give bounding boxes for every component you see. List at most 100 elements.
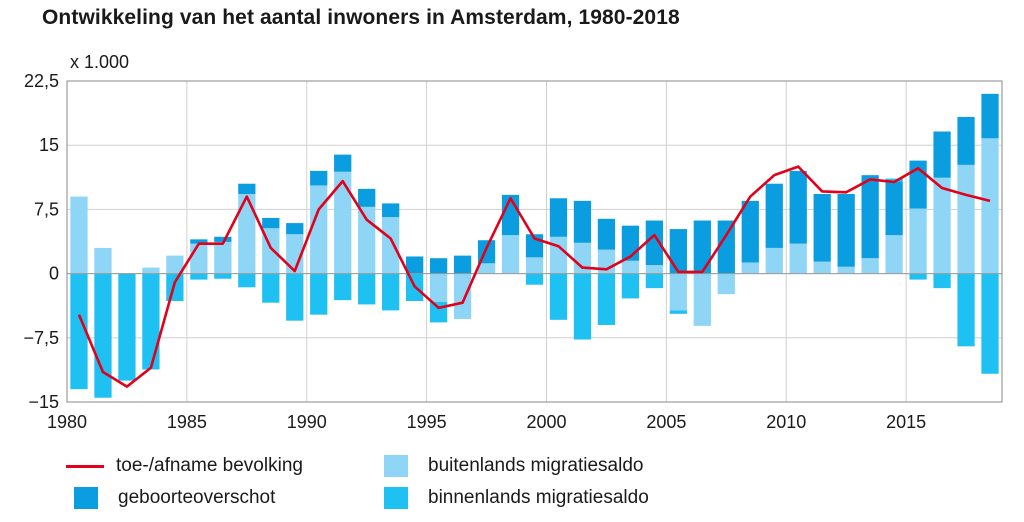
bar-binnenlands-migratiesaldo-2002 xyxy=(597,273,616,325)
bar-binnenlands-migratiesaldo-1986 xyxy=(214,273,232,279)
bar-geboorteoverschot-2007 xyxy=(717,220,735,274)
bar-geboorteoverschot-2008 xyxy=(741,200,759,263)
bar-geboorteoverschot-2012 xyxy=(837,193,855,267)
bar-binnenlands-migratiesaldo-2001 xyxy=(573,273,592,340)
legend-swatch-line xyxy=(66,464,104,468)
bar-binnenlands-migratiesaldo-1983 xyxy=(142,273,160,370)
x-tick-label: 2010 xyxy=(766,412,806,432)
bar-buitenlands-migratiesaldo-2014 xyxy=(885,235,903,274)
legend-swatch-buitenlands xyxy=(384,455,408,477)
x-tick-label: 1980 xyxy=(47,412,87,432)
bar-buitenlands-migratiesaldo-1991 xyxy=(334,171,352,274)
bar-geboorteoverschot-2002 xyxy=(597,218,616,250)
line-toe-afname-bevolking xyxy=(77,165,991,388)
legend-label: binnenlands migratiesaldo xyxy=(428,487,649,508)
legend-swatch-binnenlands xyxy=(384,487,408,509)
bar-geboorteoverschot-2018 xyxy=(981,93,999,139)
bar-binnenlands-migratiesaldo-1995 xyxy=(429,301,448,323)
bar-series xyxy=(70,93,999,398)
bar-geboorteoverschot-1991 xyxy=(334,154,352,172)
bar-binnenlands-migratiesaldo-2000 xyxy=(549,273,568,320)
bar-geboorteoverschot-1995 xyxy=(429,258,448,274)
bar-buitenlands-migratiesaldo-2000 xyxy=(549,236,568,274)
bar-buitenlands-migratiesaldo-2013 xyxy=(861,258,879,274)
bar-geboorteoverschot-2001 xyxy=(573,200,592,243)
plot-frame xyxy=(66,80,1003,403)
bar-geboorteoverschot-2014 xyxy=(885,182,903,236)
bar-binnenlands-migratiesaldo-2014 xyxy=(885,178,903,183)
bar-buitenlands-migratiesaldo-2004 xyxy=(645,265,664,274)
y-tick-label: −15 xyxy=(28,392,59,412)
bar-buitenlands-migratiesaldo-2007 xyxy=(717,273,735,295)
bar-buitenlands-migratiesaldo-1992 xyxy=(358,206,376,274)
bar-buitenlands-migratiesaldo-1980 xyxy=(70,196,88,274)
bar-buitenlands-migratiesaldo-2008 xyxy=(741,262,759,274)
bar-buitenlands-migratiesaldo-2005 xyxy=(669,273,687,311)
x-tick-label: 1985 xyxy=(167,412,207,432)
x-tick-label: 2000 xyxy=(526,412,566,432)
bar-binnenlands-migratiesaldo-1988 xyxy=(262,273,280,303)
bar-geboorteoverschot-1988 xyxy=(262,217,280,229)
bar-geboorteoverschot-2005 xyxy=(669,229,687,274)
x-tick-label: 1990 xyxy=(287,412,327,432)
y-tick-label: 0 xyxy=(49,264,59,284)
bar-binnenlands-migratiesaldo-1987 xyxy=(238,273,256,288)
bar-buitenlands-migratiesaldo-2010 xyxy=(789,243,807,274)
bar-binnenlands-migratiesaldo-2005 xyxy=(669,310,687,314)
bar-buitenlands-migratiesaldo-2001 xyxy=(573,242,592,274)
legend-item-geboorte: geboorteoverschot xyxy=(74,487,275,509)
line-series xyxy=(77,165,991,388)
legend-label: geboorteoverschot xyxy=(118,487,276,508)
x-tick-label: 2005 xyxy=(646,412,686,432)
bar-geboorteoverschot-2011 xyxy=(813,193,831,262)
bar-geboorteoverschot-1989 xyxy=(286,223,304,235)
bar-geboorteoverschot-1990 xyxy=(310,170,328,186)
bar-binnenlands-migratiesaldo-2017 xyxy=(957,273,975,347)
bar-buitenlands-migratiesaldo-1986 xyxy=(214,241,232,274)
bar-buitenlands-migratiesaldo-2003 xyxy=(621,260,640,274)
bar-binnenlands-migratiesaldo-1993 xyxy=(382,273,400,311)
x-tick-labels: 1980 1985 1990 1995 2000 2005 2010 2015 xyxy=(47,412,926,432)
legend-item-binnenlands: binnenlands migratiesaldo xyxy=(384,487,649,509)
x-tick-label: 2015 xyxy=(886,412,926,432)
bar-buitenlands-migratiesaldo-1997 xyxy=(477,263,496,274)
bar-buitenlands-migratiesaldo-1996 xyxy=(453,273,472,319)
bar-binnenlands-migratiesaldo-2004 xyxy=(645,273,664,289)
bar-binnenlands-migratiesaldo-2016 xyxy=(933,273,951,289)
bar-geboorteoverschot-2004 xyxy=(645,220,664,266)
bar-buitenlands-migratiesaldo-1985 xyxy=(190,243,208,274)
bar-buitenlands-migratiesaldo-2015 xyxy=(909,208,927,274)
bar-binnenlands-migratiesaldo-1984 xyxy=(166,273,184,301)
bar-binnenlands-migratiesaldo-1985 xyxy=(190,273,208,280)
bar-buitenlands-migratiesaldo-1984 xyxy=(166,255,184,274)
bar-binnenlands-migratiesaldo-1992 xyxy=(358,273,376,305)
bar-geboorteoverschot-1992 xyxy=(358,188,376,207)
bar-buitenlands-migratiesaldo-2017 xyxy=(957,164,975,274)
plot-border xyxy=(66,80,1003,403)
bar-geboorteoverschot-1986 xyxy=(214,236,232,242)
bar-geboorteoverschot-2006 xyxy=(693,220,711,274)
chart-title: Ontwikkeling van het aantal inwoners in … xyxy=(42,6,680,29)
bar-buitenlands-migratiesaldo-2016 xyxy=(933,177,951,274)
bar-geboorteoverschot-2016 xyxy=(933,131,951,178)
bar-buitenlands-migratiesaldo-1981 xyxy=(94,247,112,274)
bar-buitenlands-migratiesaldo-1983 xyxy=(142,267,160,274)
legend-label: buitenlands migratiesaldo xyxy=(428,455,644,476)
bar-geboorteoverschot-2017 xyxy=(957,116,975,165)
bar-buitenlands-migratiesaldo-1995 xyxy=(429,273,448,302)
bar-buitenlands-migratiesaldo-1998 xyxy=(501,235,520,274)
legend-item-buitenlands: buitenlands migratiesaldo xyxy=(384,455,643,477)
y-unit-label: x 1.000 xyxy=(70,52,130,72)
bar-binnenlands-migratiesaldo-1980 xyxy=(70,273,88,390)
bar-binnenlands-migratiesaldo-1982 xyxy=(118,273,136,381)
legend-label: toe-/afname bevolking xyxy=(116,455,303,476)
bar-buitenlands-migratiesaldo-2006 xyxy=(693,273,711,326)
bar-geboorteoverschot-1996 xyxy=(453,255,472,274)
bar-binnenlands-migratiesaldo-2018 xyxy=(981,273,999,374)
bar-geboorteoverschot-1994 xyxy=(405,256,424,274)
bar-buitenlands-migratiesaldo-1989 xyxy=(286,234,304,274)
bar-binnenlands-migratiesaldo-1989 xyxy=(286,273,304,321)
y-tick-label: −7,5 xyxy=(23,328,59,348)
bar-buitenlands-migratiesaldo-2012 xyxy=(837,266,855,274)
